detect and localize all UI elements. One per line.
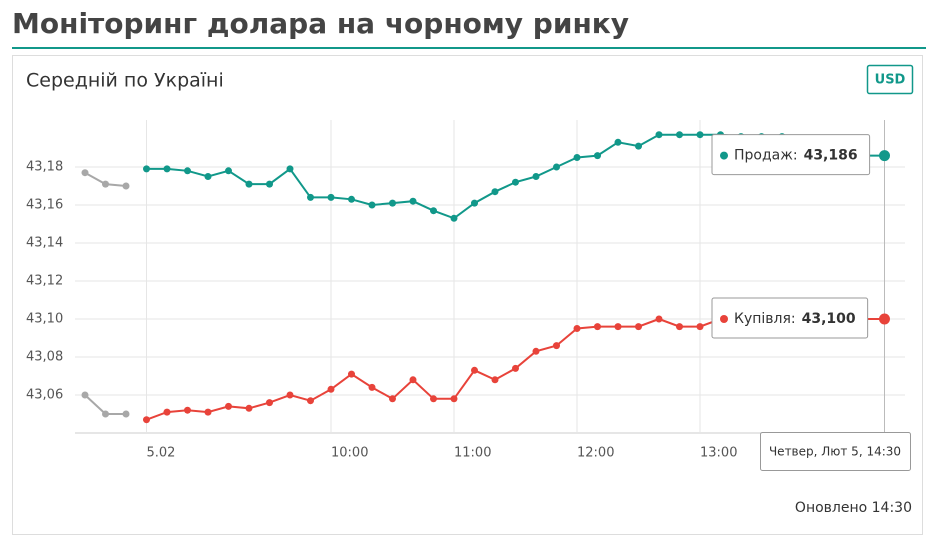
data-point bbox=[307, 193, 314, 201]
tooltip-box bbox=[711, 134, 871, 176]
data-point bbox=[471, 366, 478, 374]
tooltip-name: Купівля: bbox=[734, 311, 796, 327]
data-point bbox=[635, 142, 642, 150]
y-tick-label: 43,12 bbox=[26, 274, 63, 289]
data-point bbox=[286, 391, 294, 399]
data-point bbox=[696, 323, 704, 331]
data-point bbox=[348, 195, 355, 203]
title-underline bbox=[12, 47, 926, 49]
data-point bbox=[430, 207, 437, 215]
data-point bbox=[348, 370, 355, 378]
data-point bbox=[409, 197, 417, 205]
data-point bbox=[102, 410, 109, 418]
data-point bbox=[368, 383, 376, 391]
data-point bbox=[122, 410, 130, 418]
x-tick-label: 12:00 bbox=[577, 446, 614, 461]
data-point bbox=[245, 404, 253, 412]
data-point bbox=[266, 399, 273, 407]
data-point bbox=[532, 173, 540, 180]
data-point bbox=[553, 163, 560, 171]
data-point bbox=[879, 313, 890, 325]
data-point bbox=[389, 199, 396, 207]
data-point bbox=[614, 138, 622, 146]
data-point bbox=[204, 408, 212, 416]
data-point bbox=[450, 214, 458, 222]
crosshair-tooltip: Четвер, Лют 5, 14:30 bbox=[760, 432, 911, 471]
data-point bbox=[879, 150, 890, 162]
tooltip-marker bbox=[720, 151, 728, 160]
data-point bbox=[225, 167, 232, 175]
subtitle: Середній по Україні bbox=[26, 70, 224, 92]
data-point bbox=[655, 315, 663, 323]
x-tick-label: 13:00 bbox=[700, 446, 737, 461]
data-point bbox=[102, 180, 109, 188]
currency-badge-label[interactable]: USD bbox=[875, 73, 906, 88]
x-tick-label: 11:00 bbox=[454, 446, 491, 461]
tooltip-value: 43,100 bbox=[802, 311, 856, 327]
data-point bbox=[594, 323, 601, 331]
y-tick-label: 43,14 bbox=[26, 236, 63, 251]
data-point bbox=[696, 131, 704, 139]
page-title: Моніторинг долара на чорному ринку bbox=[12, 7, 629, 40]
updated-note: Оновлено 14:30 bbox=[795, 500, 912, 516]
data-point bbox=[81, 169, 89, 177]
data-point bbox=[532, 347, 540, 355]
tooltip: Купівля: 43,100 bbox=[711, 297, 869, 339]
data-point bbox=[409, 376, 417, 384]
y-tick-label: 43,16 bbox=[26, 198, 63, 213]
data-point bbox=[553, 342, 560, 350]
x-tick-label: 5.02 bbox=[147, 446, 176, 461]
data-point bbox=[143, 416, 150, 424]
data-point bbox=[163, 165, 171, 173]
data-point bbox=[594, 152, 601, 160]
tooltip-name: Продаж: bbox=[734, 148, 798, 164]
data-point bbox=[512, 364, 519, 372]
data-point bbox=[491, 188, 499, 196]
data-point bbox=[512, 178, 519, 186]
crosshair-label: Четвер, Лют 5, 14:30 bbox=[769, 445, 901, 459]
tooltip-value: 43,186 bbox=[804, 148, 858, 164]
plot: 43,06 43,08 43,10 43,12 43,14 43,16 43,18 5.02 1… bbox=[26, 120, 911, 471]
data-point bbox=[163, 408, 171, 416]
data-point bbox=[676, 131, 683, 139]
data-point bbox=[245, 180, 253, 188]
crosshair-box bbox=[760, 432, 911, 471]
data-point bbox=[676, 323, 683, 331]
data-point bbox=[327, 193, 335, 201]
y-tick-label: 43,08 bbox=[26, 350, 63, 365]
data-point bbox=[491, 376, 499, 384]
x-tick-label: 10:00 bbox=[331, 446, 368, 461]
data-point bbox=[635, 323, 642, 331]
data-point bbox=[204, 173, 212, 180]
data-point bbox=[573, 154, 581, 161]
data-point bbox=[266, 180, 273, 188]
data-point bbox=[471, 199, 478, 207]
y-tick-label: 43,10 bbox=[26, 312, 63, 327]
data-point bbox=[368, 201, 376, 209]
data-point bbox=[430, 395, 437, 403]
data-point bbox=[184, 167, 191, 175]
tooltip-box bbox=[711, 297, 869, 339]
data-point bbox=[614, 323, 622, 331]
data-point bbox=[307, 397, 314, 405]
data-point bbox=[573, 325, 581, 332]
data-point bbox=[81, 391, 89, 399]
y-tick-label: 43,06 bbox=[26, 388, 63, 403]
data-point bbox=[225, 402, 232, 410]
data-point bbox=[655, 131, 663, 139]
data-point bbox=[143, 165, 150, 173]
data-point bbox=[450, 395, 458, 403]
data-point bbox=[327, 385, 335, 393]
tooltip: Продаж: 43,186 bbox=[711, 134, 871, 176]
data-point bbox=[286, 165, 294, 173]
y-tick-label: 43,18 bbox=[26, 160, 63, 175]
data-point bbox=[184, 406, 191, 414]
data-point bbox=[389, 395, 396, 403]
tooltip-marker bbox=[720, 315, 728, 323]
data-point bbox=[122, 182, 130, 190]
currency-badge[interactable] bbox=[866, 64, 914, 95]
